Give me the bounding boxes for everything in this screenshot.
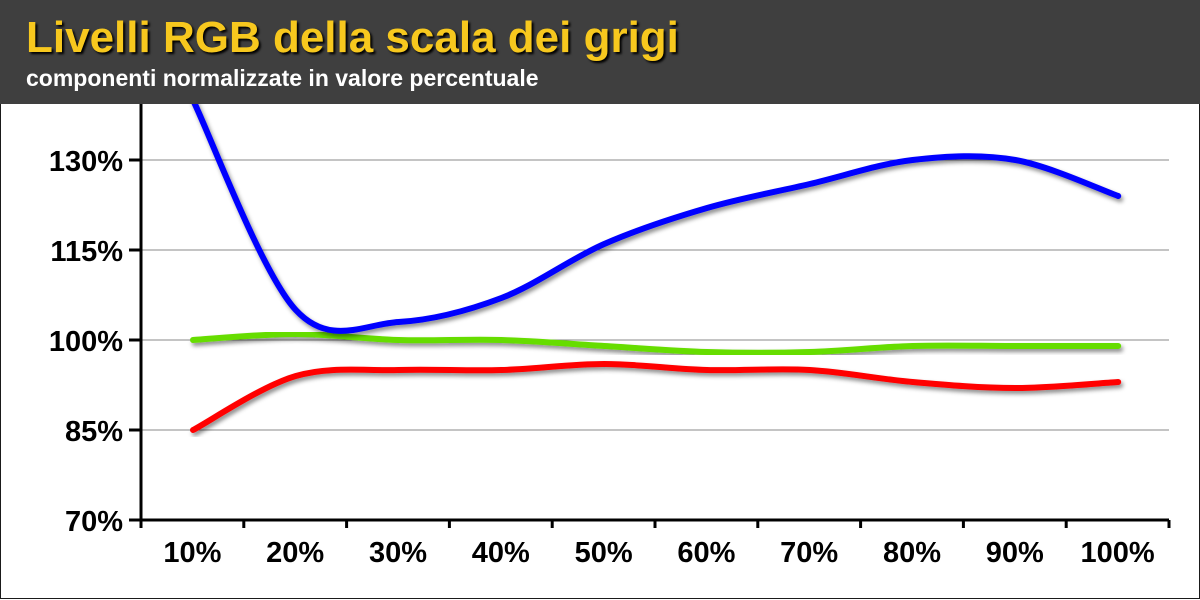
x-tick-label: 60% — [677, 537, 735, 569]
y-tick-label: 70% — [65, 506, 123, 538]
chart-title: Livelli RGB della scala dei grigi — [26, 13, 679, 62]
y-tick-label: 130% — [49, 146, 123, 178]
x-tick-label: 30% — [369, 537, 427, 569]
x-tick-label: 90% — [986, 537, 1044, 569]
y-tick-label: 115% — [50, 236, 123, 268]
series-line-2 — [190, 331, 1122, 356]
chart-panel: 70% 85% 100% 115% 130% 10% 20% 30% 40% 50% 60% 70%… — [0, 104, 1200, 599]
line-chart: 70% 85% 100% 115% 130% 10% 20% 30% 40% 50% 60% 70%… — [49, 104, 1171, 569]
x-tick-label: 70% — [780, 537, 838, 569]
x-tick-label: 40% — [472, 537, 530, 569]
series-lines — [190, 104, 1122, 433]
x-tick-label: 100% — [1081, 537, 1155, 569]
x-tick-label: 10% — [163, 537, 221, 569]
chart-subtitle: componenti normalizzate in valore percen… — [26, 65, 539, 91]
y-axis-tick-labels: 70% 85% 100% 115% 130% — [49, 146, 123, 538]
x-tick-label: 80% — [883, 537, 941, 569]
header-bar: Livelli RGB della scala dei grigi compon… — [0, 0, 1200, 104]
y-tick-label: 100% — [49, 326, 123, 358]
axes — [129, 104, 1171, 528]
series-line-3 — [191, 104, 1122, 334]
x-tick-label: 50% — [575, 537, 633, 569]
series-line-1 — [190, 361, 1122, 433]
y-tick-label: 85% — [65, 416, 123, 448]
x-tick-label: 20% — [266, 537, 324, 569]
x-axis-tick-labels: 10% 20% 30% 40% 50% 60% 70% 80% 90% 100% — [163, 537, 1155, 569]
